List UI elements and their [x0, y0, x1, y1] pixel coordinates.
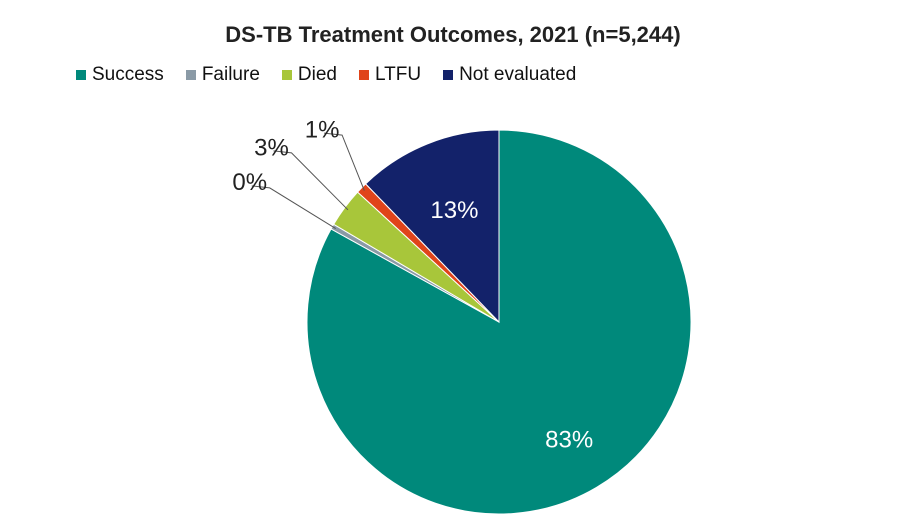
legend-item-died: Died: [281, 64, 337, 86]
leader-lines: [251, 132, 365, 229]
slice-label-success: 83%: [545, 426, 593, 453]
legend-label-not-evaluated: Not evaluated: [459, 64, 577, 85]
legend-item-failure: Failure: [185, 64, 260, 86]
legend-swatch-success: [76, 70, 86, 80]
legend-swatch-not-evaluated: [443, 70, 454, 80]
slice-label-died: 3%: [254, 134, 289, 161]
legend-swatch-died: [281, 70, 292, 80]
legend-label-ltfu: LTFU: [374, 64, 422, 85]
legend-label-success: Success: [92, 64, 164, 85]
slice-labels: 83% 0% 3% 1% 13%: [232, 116, 593, 453]
legend-label-died: Died: [297, 64, 337, 85]
legend-item-success: Success: [76, 64, 164, 86]
legend: Success Failure Died LTFU Not evaluated: [76, 64, 598, 86]
slice-label-failure: 0%: [232, 169, 267, 196]
legend-item-ltfu: LTFU: [358, 64, 422, 86]
leader-line-failure: [251, 185, 336, 229]
legend-swatch-ltfu: [358, 70, 369, 80]
slice-label-ltfu: 1%: [305, 116, 340, 143]
pie-slices: [306, 129, 692, 515]
leader-line-died: [273, 150, 349, 211]
pie-slice-not-evaluated: [364, 129, 500, 324]
legend-label-failure: Failure: [201, 64, 260, 85]
slice-label-not-evaluated: 13%: [430, 197, 478, 224]
leader-line-ltfu: [324, 132, 365, 191]
chart-title: DS-TB Treatment Outcomes, 2021 (n=5,244): [225, 22, 681, 47]
legend-swatch-failure: [185, 70, 196, 80]
legend-item-not-evaluated: Not evaluated: [443, 64, 576, 86]
